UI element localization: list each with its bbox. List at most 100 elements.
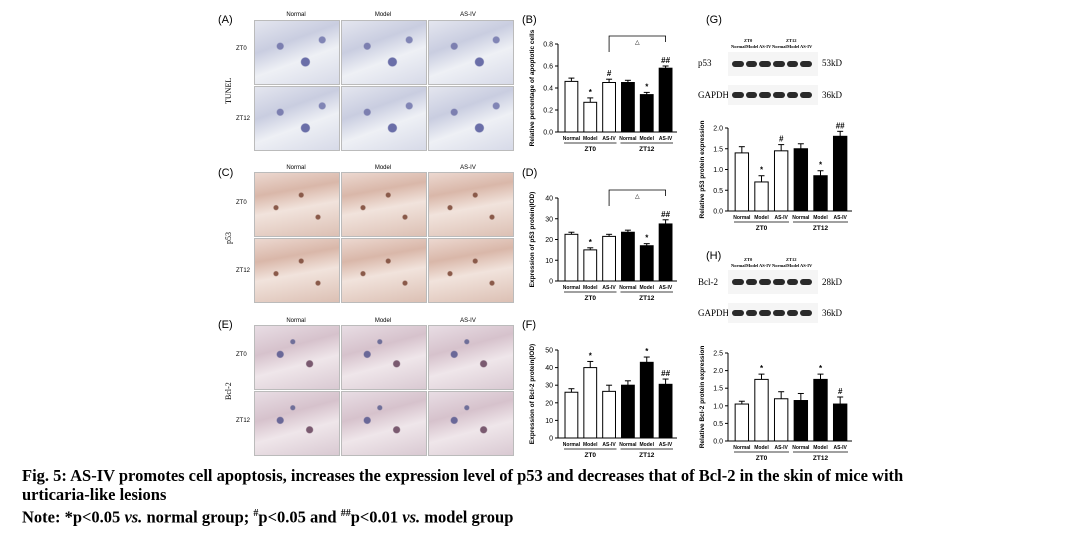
bar: [583, 101, 598, 133]
x-tick-label: Normal: [619, 285, 637, 291]
chart-g: 0.0 0.5 1.0 1.5 2.0 Relative p53 protein expr…: [699, 121, 852, 232]
blot-band: [773, 61, 785, 67]
lane-label: Normal: [772, 44, 787, 49]
blot-band: [773, 279, 785, 285]
significance-mark: *: [819, 161, 823, 170]
note-hash: #: [253, 508, 259, 519]
side-label: p53: [224, 232, 233, 244]
caption-line: Fig. 5: AS-IV promotes cell apoptosis, i…: [22, 466, 904, 485]
row-label: ZT12: [236, 418, 251, 424]
y-tick-label: 0.6: [543, 64, 553, 71]
bar: [583, 249, 598, 282]
bar: [621, 384, 635, 439]
bar: [602, 235, 616, 282]
significance-mark: *: [645, 82, 649, 91]
y-tick-label: 1.0: [713, 403, 723, 410]
x-tick-label: Model: [754, 215, 769, 221]
comparison-bracket: [608, 35, 666, 52]
lane-label: Model: [787, 44, 800, 49]
y-tick-label: 0.0: [543, 130, 553, 137]
western-blot: [728, 52, 818, 76]
blot-band: [745, 61, 758, 67]
micrograph: [428, 172, 514, 237]
lane-label: Normal: [772, 263, 787, 268]
micrograph: [428, 325, 514, 390]
significance-mark: #: [838, 387, 843, 396]
blot-band: [759, 310, 771, 316]
x-tick-label: Model: [640, 136, 655, 142]
note-vs: vs.: [124, 507, 143, 527]
bar: [734, 152, 750, 212]
comparison-bracket: [608, 189, 666, 206]
significance-mark: ##: [661, 369, 670, 378]
y-tick-label: 20: [545, 237, 553, 244]
note-vs: vs.: [402, 507, 421, 527]
side-label: Bcl-2: [224, 382, 233, 400]
y-axis-label: Relative p53 protein expression: [699, 121, 706, 219]
blot-band: [732, 61, 744, 67]
micrograph: [341, 325, 427, 390]
bar: [773, 398, 789, 442]
micrograph: [428, 20, 514, 85]
blot-band: [759, 92, 771, 98]
x-tick-label: Model: [583, 136, 598, 142]
y-tick-label: 0.5: [713, 421, 723, 428]
blot-band: [800, 61, 812, 67]
significance-mark: *: [589, 351, 593, 360]
blot-band: [732, 310, 744, 316]
bar: [793, 148, 809, 212]
y-tick-label: 1.0: [713, 167, 723, 174]
blot-band: [745, 92, 758, 98]
col-label: Model: [374, 12, 392, 18]
significance-mark: *: [760, 166, 764, 175]
bar: [602, 390, 616, 439]
x-tick-label: AS-IV: [602, 136, 616, 142]
x-tick-label: Model: [640, 285, 655, 291]
x-tick-label: Normal: [792, 215, 810, 221]
micrograph: [254, 238, 340, 303]
micrograph: [428, 238, 514, 303]
row-label: ZT12: [236, 116, 251, 122]
y-tick-label: 10: [545, 258, 553, 265]
bar: [832, 403, 848, 442]
bar: [832, 135, 848, 212]
group-label: ZT12: [813, 455, 829, 462]
bar: [621, 82, 635, 133]
x-tick-label: Normal: [563, 285, 581, 291]
y-tick-label: 2.0: [713, 368, 723, 375]
group-label: ZT0: [584, 146, 596, 153]
x-tick-label: AS-IV: [833, 445, 847, 451]
significance-mark: #: [607, 69, 612, 78]
panel-d-label: (D): [522, 167, 538, 179]
bar: [639, 94, 654, 133]
y-axis-label: Relative percentage of apoptotic cells: [529, 29, 536, 146]
blot-band: [800, 92, 812, 98]
x-tick-label: Normal: [619, 136, 637, 142]
x-tick-label: AS-IV: [774, 215, 788, 221]
bar: [621, 231, 635, 282]
blot-band: [786, 92, 799, 98]
western-blot: [728, 85, 818, 105]
panel-c-label: (C): [218, 167, 234, 179]
blot-ref-label: GAPDH: [698, 308, 730, 318]
micrograph: [341, 391, 427, 456]
figure-caption: Fig. 5: AS-IV promotes cell apoptosis, i…: [22, 466, 903, 527]
blot-band: [786, 279, 799, 285]
blot-band: [759, 61, 771, 67]
x-tick-label: Model: [813, 215, 828, 221]
blot-group-label: ZT12: [786, 257, 797, 262]
significance-mark: *: [589, 88, 593, 97]
micrograph: [341, 238, 427, 303]
x-tick-label: AS-IV: [659, 285, 673, 291]
note-text: model group: [420, 507, 514, 527]
blot-band: [786, 310, 799, 316]
bar: [639, 361, 654, 439]
col-label: AS-IV: [460, 318, 476, 324]
note-text: Note: *p<0.05: [22, 507, 125, 527]
y-tick-label: 10: [545, 418, 553, 425]
blot-ref-label: GAPDH: [698, 90, 730, 100]
blot-band: [732, 92, 744, 98]
bar: [754, 181, 769, 212]
panel-b-label: (B): [522, 14, 537, 26]
bar: [639, 245, 654, 282]
